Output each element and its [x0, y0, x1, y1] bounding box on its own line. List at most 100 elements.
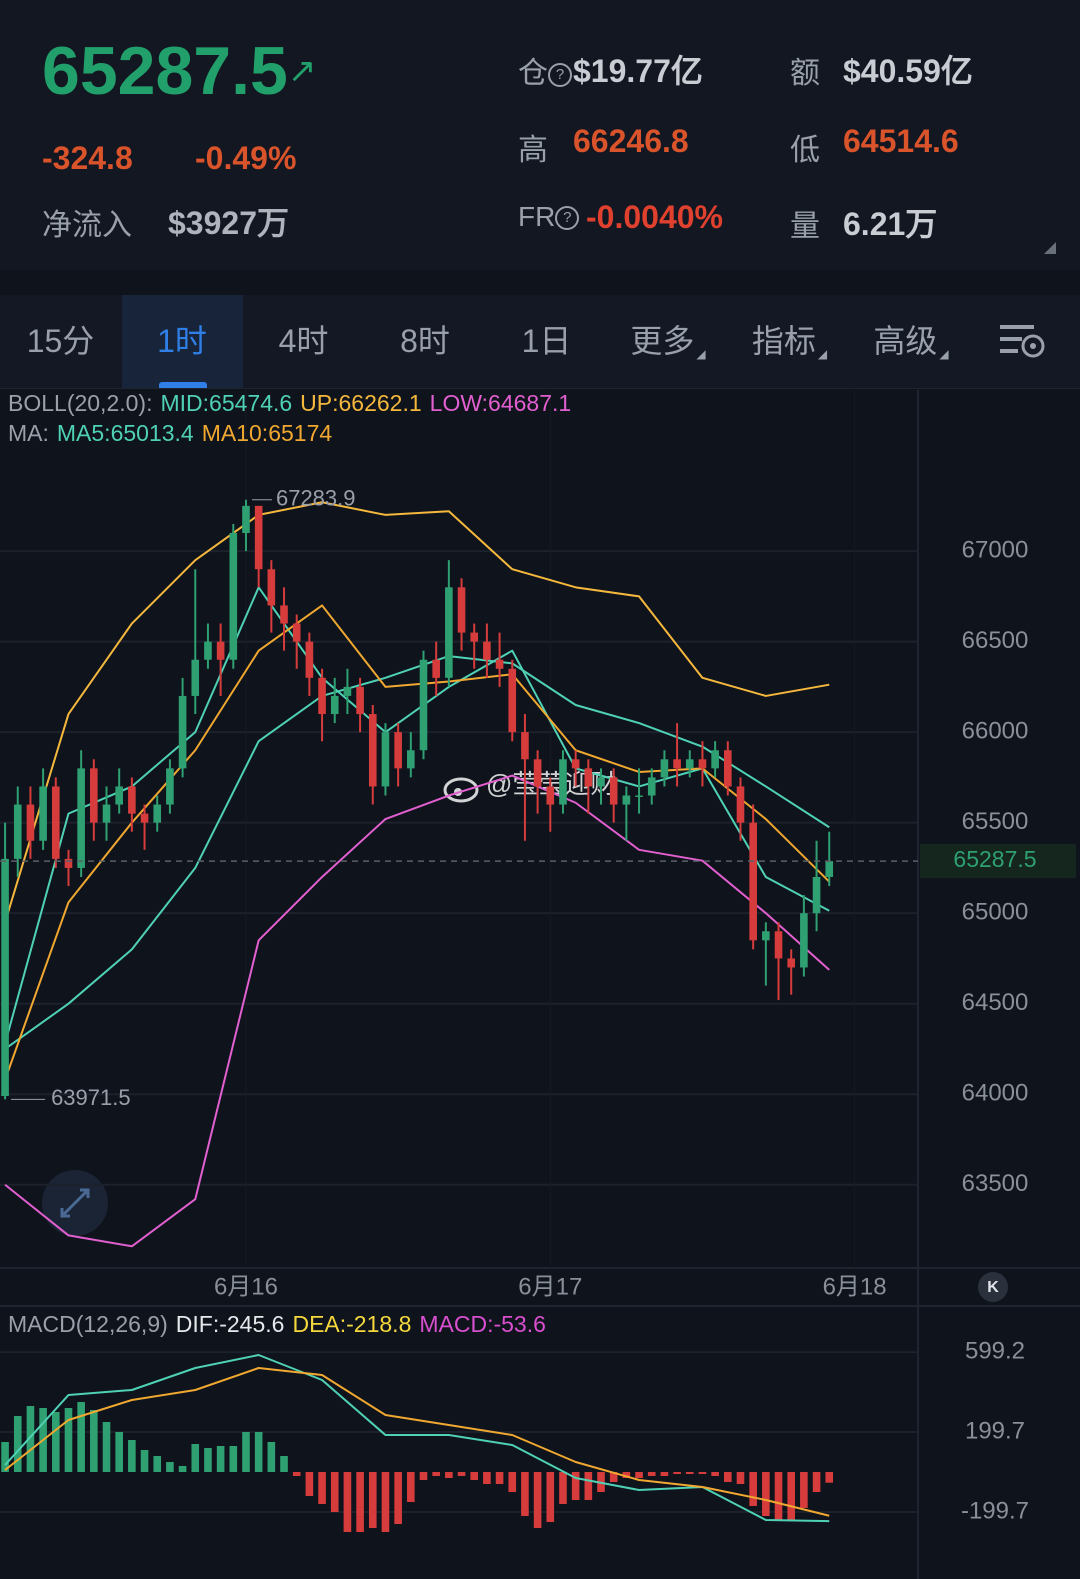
arrow-icon: ↗ [287, 52, 317, 90]
last-price: 65287.5↗ [42, 32, 316, 110]
help-icon[interactable]: ? [555, 206, 580, 230]
macd-bar [102, 1422, 111, 1472]
stat-value: $19.77亿 [573, 53, 703, 89]
svg-text:K: K [987, 1279, 999, 1296]
current-price-box [920, 844, 1076, 879]
dropdown-caret: ◢ [696, 347, 706, 361]
candle-body [800, 913, 808, 968]
macd-bar [191, 1444, 200, 1472]
candle-body [470, 632, 479, 642]
legend-name: LOW: [430, 390, 488, 416]
candle-body [673, 759, 681, 769]
indicator-line [4, 1354, 830, 1523]
macd-bar [64, 1408, 73, 1472]
candle-body [1, 858, 9, 1097]
macd-bar [115, 1432, 123, 1472]
y-tick-label: 64500 [962, 989, 1029, 1016]
candle-body [724, 750, 732, 787]
macd-bar [292, 1472, 301, 1476]
y-tick-label: 599.2 [965, 1338, 1025, 1365]
indicator-line [4, 655, 830, 1050]
y-tick-label: 66000 [962, 717, 1029, 744]
candle-body [660, 759, 669, 778]
candle-body [140, 813, 149, 823]
candle-body [597, 777, 605, 787]
timeframe-tab[interactable]: 4时 [278, 323, 329, 359]
macd-bar [812, 1472, 821, 1492]
legend-name: DEA: [292, 1311, 346, 1337]
watermark: @莹莹迎财 [486, 769, 616, 799]
expand-button[interactable] [42, 1170, 108, 1236]
candle-body [825, 861, 834, 877]
timeframe-tab[interactable]: 1时 [121, 295, 243, 388]
candle-body [115, 786, 123, 805]
stat-label: 低 [790, 134, 820, 167]
macd-bar [254, 1432, 263, 1472]
macd-bar [521, 1472, 529, 1516]
candle-body [521, 732, 529, 760]
legend-value: -218.8 [346, 1311, 411, 1337]
indicator-line [4, 604, 830, 1081]
macd-bar [305, 1472, 314, 1496]
x-tick-label: 6月16 [214, 1273, 278, 1300]
macd-bar [419, 1472, 428, 1480]
candle-body [267, 569, 276, 606]
timeframe-tab[interactable]: 15分 [26, 323, 95, 359]
timeframe-tab[interactable]: 更多 ◢ [630, 323, 706, 361]
timeframe-tabs: 15分 1时 4时 8时 1日 更多 ◢ 指标 ◢ 高级 ◢ [0, 295, 1080, 389]
macd-bar [128, 1440, 136, 1472]
help-icon[interactable]: ? [548, 63, 572, 87]
candle-body [318, 677, 326, 715]
macd-bar [216, 1446, 225, 1472]
candle-body [13, 804, 22, 859]
timeframe-tab[interactable]: 高级 ◢ [873, 323, 949, 361]
macd-bar [736, 1472, 745, 1484]
macd-bar [711, 1472, 719, 1476]
macd-bar [685, 1472, 694, 1474]
scroll-end-button[interactable] [978, 1272, 1008, 1302]
y-tick-label: 65500 [962, 808, 1029, 835]
macd-bar [774, 1472, 783, 1520]
candle-body [292, 623, 301, 642]
candle-body [280, 605, 288, 624]
macd-bar [483, 1472, 491, 1484]
candle-body [368, 714, 377, 787]
candle-body [191, 659, 200, 696]
indicator-line [4, 1367, 830, 1517]
macd-bar [13, 1416, 22, 1472]
indicator-line [4, 774, 830, 1248]
candle-body [495, 659, 504, 669]
timeframe-tab[interactable]: 1日 [521, 323, 572, 359]
candle-body [254, 505, 263, 570]
stat-label: FR? [518, 201, 580, 233]
macd-bar [432, 1472, 440, 1476]
candle-body [432, 659, 440, 678]
macd-bar [597, 1472, 605, 1492]
candle-body [128, 786, 136, 814]
legend-name: MACD: [419, 1311, 493, 1337]
timeframe-tab[interactable]: 8时 [400, 323, 450, 359]
macd-bar [673, 1472, 681, 1474]
candle-body [762, 931, 770, 941]
candle-body [216, 641, 225, 660]
legend-value: 65174 [268, 420, 332, 446]
macd-bar [762, 1472, 770, 1516]
candle-body [407, 750, 415, 769]
macd-bar [584, 1472, 593, 1500]
macd-bar [635, 1472, 643, 1478]
candle-body [204, 641, 212, 660]
candle-body [445, 587, 453, 678]
macd-bar [571, 1472, 580, 1500]
inflow-label: 净流入 [42, 209, 132, 242]
candle-body [394, 732, 402, 769]
legend-name: UP: [300, 390, 338, 416]
macd-bar [229, 1446, 238, 1472]
candle-body [774, 931, 783, 959]
settings-icon[interactable] [998, 322, 1048, 362]
candle-body [546, 786, 555, 805]
candle-body [647, 777, 656, 796]
macd-bar [280, 1456, 288, 1472]
candle-body [457, 587, 466, 633]
timeframe-tab[interactable]: 指标 ◢ [751, 323, 828, 361]
legend-title: MA: [8, 420, 49, 446]
